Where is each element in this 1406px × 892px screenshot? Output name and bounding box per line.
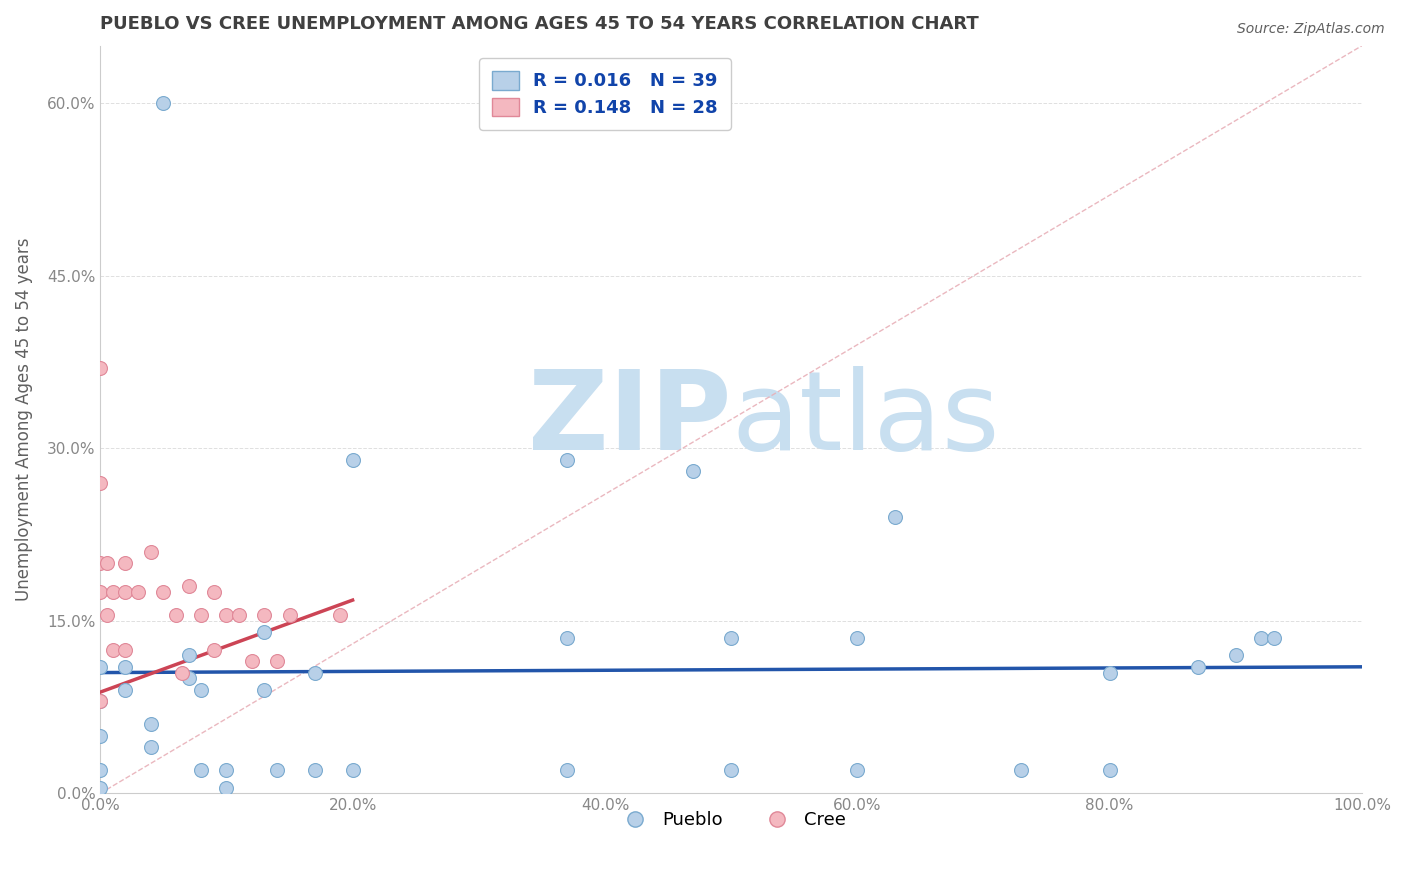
Pueblo <box>139 717 162 731</box>
Pueblo <box>846 764 869 778</box>
Cree <box>101 585 124 599</box>
Cree <box>165 608 187 623</box>
Pueblo <box>89 729 111 743</box>
Text: PUEBLO VS CREE UNEMPLOYMENT AMONG AGES 45 TO 54 YEARS CORRELATION CHART: PUEBLO VS CREE UNEMPLOYMENT AMONG AGES 4… <box>100 15 979 33</box>
Pueblo <box>304 665 326 680</box>
Pueblo <box>555 631 578 645</box>
Pueblo <box>139 740 162 755</box>
Pueblo <box>884 510 907 524</box>
Cree <box>215 608 238 623</box>
Pueblo <box>152 96 174 111</box>
Cree <box>89 360 111 375</box>
Pueblo <box>682 464 704 478</box>
Pueblo <box>1098 665 1121 680</box>
Pueblo <box>720 631 742 645</box>
Pueblo <box>1187 660 1209 674</box>
Text: ZIP: ZIP <box>527 366 731 473</box>
Pueblo <box>89 764 111 778</box>
Pueblo <box>89 694 111 708</box>
Pueblo <box>177 671 200 685</box>
Cree <box>253 608 276 623</box>
Cree <box>278 608 301 623</box>
Pueblo <box>215 764 238 778</box>
Cree <box>202 642 225 657</box>
Cree <box>190 608 212 623</box>
Pueblo <box>304 764 326 778</box>
Cree <box>89 556 111 570</box>
Cree <box>89 475 111 490</box>
Cree <box>266 654 288 668</box>
Cree <box>96 608 118 623</box>
Pueblo <box>190 682 212 697</box>
Pueblo <box>1010 764 1032 778</box>
Pueblo <box>1098 764 1121 778</box>
Cree <box>127 585 149 599</box>
Text: Source: ZipAtlas.com: Source: ZipAtlas.com <box>1237 22 1385 37</box>
Cree <box>329 608 352 623</box>
Cree <box>172 665 194 680</box>
Cree <box>89 694 111 708</box>
Pueblo <box>114 660 136 674</box>
Pueblo <box>177 648 200 663</box>
Legend: Pueblo, Cree: Pueblo, Cree <box>609 805 853 837</box>
Pueblo <box>555 764 578 778</box>
Pueblo <box>114 682 136 697</box>
Pueblo <box>1250 631 1272 645</box>
Pueblo <box>253 625 276 640</box>
Pueblo <box>720 764 742 778</box>
Pueblo <box>190 764 212 778</box>
Cree <box>228 608 250 623</box>
Pueblo <box>846 631 869 645</box>
Cree <box>114 556 136 570</box>
Pueblo <box>215 780 238 795</box>
Cree <box>139 545 162 559</box>
Y-axis label: Unemployment Among Ages 45 to 54 years: Unemployment Among Ages 45 to 54 years <box>15 238 32 601</box>
Pueblo <box>89 780 111 795</box>
Pueblo <box>342 452 364 467</box>
Cree <box>96 556 118 570</box>
Cree <box>202 585 225 599</box>
Text: atlas: atlas <box>731 366 1000 473</box>
Cree <box>152 585 174 599</box>
Cree <box>101 642 124 657</box>
Pueblo <box>1225 648 1247 663</box>
Cree <box>114 585 136 599</box>
Cree <box>114 642 136 657</box>
Pueblo <box>342 764 364 778</box>
Pueblo <box>266 764 288 778</box>
Cree <box>240 654 263 668</box>
Pueblo <box>555 452 578 467</box>
Pueblo <box>89 660 111 674</box>
Cree <box>177 579 200 593</box>
Cree <box>89 585 111 599</box>
Pueblo <box>1263 631 1285 645</box>
Pueblo <box>253 682 276 697</box>
